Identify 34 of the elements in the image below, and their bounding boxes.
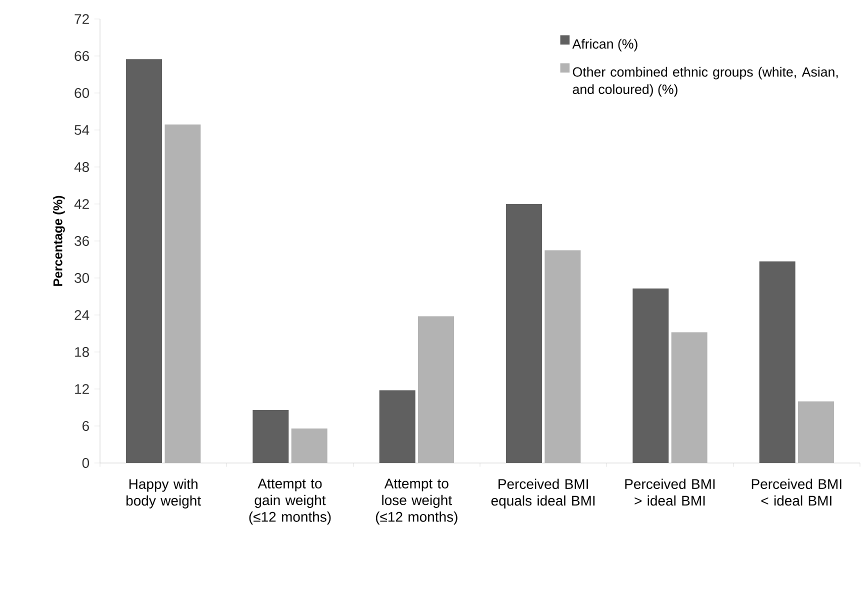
bar [126,59,162,463]
y-tick-label: 6 [82,421,89,431]
x-tick-label: Perceived BMI < ideal BMI [752,478,842,506]
legend-label: Other combined ethnic groups (white, Asian, and coloured) (%) [572,66,838,97]
y-tick-label: 54 [74,125,90,135]
y-tick-label: 12 [75,384,89,394]
y-tick-label: 60 [74,88,90,98]
x-tick-label: Attempt to lose weight (≤12 months) [376,478,458,525]
bar [798,401,834,463]
y-tick-label: 24 [74,310,90,320]
bar [418,316,454,463]
y-axis-title: Percentage (%) [53,196,65,286]
x-tick-label: Perceived BMI equals ideal BMI [491,478,595,508]
y-tick-label: 0 [82,458,90,468]
bar [291,428,328,463]
bar [379,390,416,463]
y-tick-label: 72 [74,14,89,24]
bar [164,124,201,463]
bar [544,250,581,463]
bar [252,410,289,463]
bar [671,332,708,463]
x-tick-label: Attempt to gain weight (≤12 months) [249,478,331,525]
y-tick-label: 66 [74,51,89,61]
bar [506,204,542,463]
legend-label: African (%) [572,38,638,52]
y-tick-label: 36 [74,236,89,246]
x-tick-label: Perceived BMI > ideal BMI [625,478,715,506]
y-tick-label: 48 [74,162,89,172]
x-tick-label: Happy with body weight [126,478,201,508]
y-tick-label: 42 [74,199,89,209]
bar [632,288,669,463]
bar [759,261,796,463]
y-tick-label: 18 [75,347,89,357]
y-tick-label: 30 [74,273,90,283]
